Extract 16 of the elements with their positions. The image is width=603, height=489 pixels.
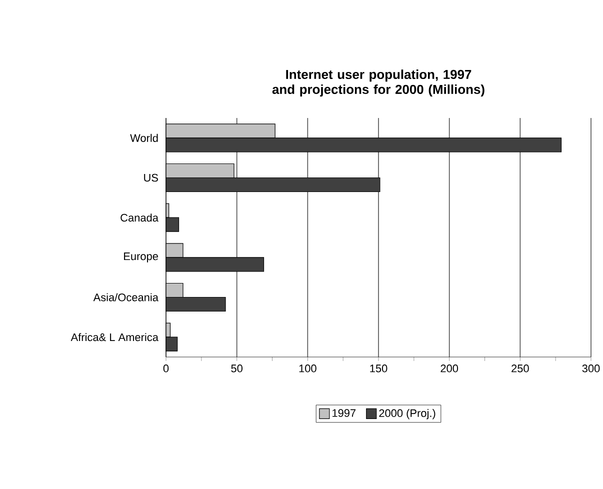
x-tick-label: 300	[582, 364, 600, 372]
x-tick-label: 200	[440, 364, 458, 372]
legend-label: 2000 (Proj.)	[379, 408, 436, 420]
x-tick-label: 250	[512, 364, 529, 372]
x-tick-label: 100	[299, 364, 316, 372]
x-tick-label: 50	[231, 364, 242, 372]
y-tick-label: Europe	[124, 252, 158, 262]
y-tick-label: US	[144, 174, 158, 182]
y-tick-label: Canada	[120, 214, 158, 222]
chart-title: Internet user population, 1997 and projections for 2000 (Millions)	[272, 70, 484, 97]
x-tick-label: 150	[370, 364, 388, 372]
y-tick-label: Asia/Oceania	[93, 293, 158, 302]
y-tick-label: Africa& L America	[70, 333, 158, 342]
legend-label: 1997	[332, 409, 356, 417]
y-tick-label: World	[130, 134, 158, 142]
x-tick-label: 0	[163, 364, 169, 372]
